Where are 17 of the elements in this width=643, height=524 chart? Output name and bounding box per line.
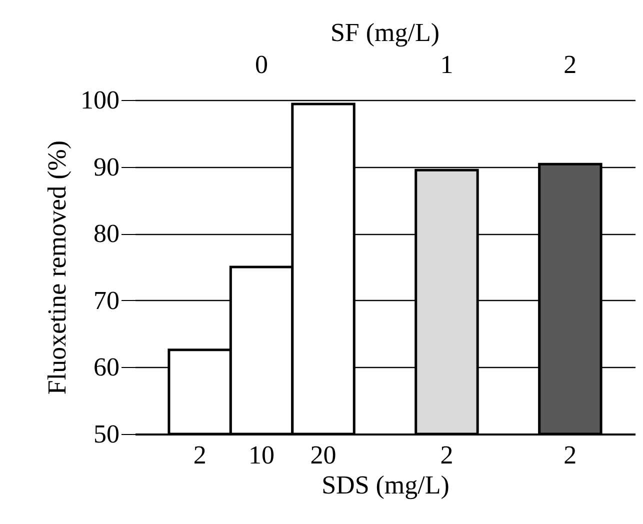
x-tick-label: 2	[440, 440, 454, 470]
text: 0	[255, 50, 268, 79]
x-tick-label: 20	[310, 440, 336, 470]
y-axis-title: Fluoxetine removed (%)	[42, 140, 72, 395]
x-tick-label: 2	[564, 440, 577, 470]
x2-axis-title: SF (mg/L)	[330, 18, 440, 47]
text: 1	[440, 50, 454, 79]
x-axis-title: SDS (mg/L)	[322, 470, 450, 500]
y-tick-label: 80	[94, 219, 120, 248]
y-tick-label: 100	[80, 86, 120, 114]
y-tick-label: 90	[94, 152, 120, 182]
y-tick-label: 70	[94, 286, 120, 315]
x-tick-label: 10	[248, 440, 275, 470]
y-tick-label: 60	[94, 352, 120, 382]
text: 2	[564, 50, 577, 79]
x-tick-label: 2	[193, 440, 206, 470]
y-tick-label: 50	[94, 420, 120, 448]
